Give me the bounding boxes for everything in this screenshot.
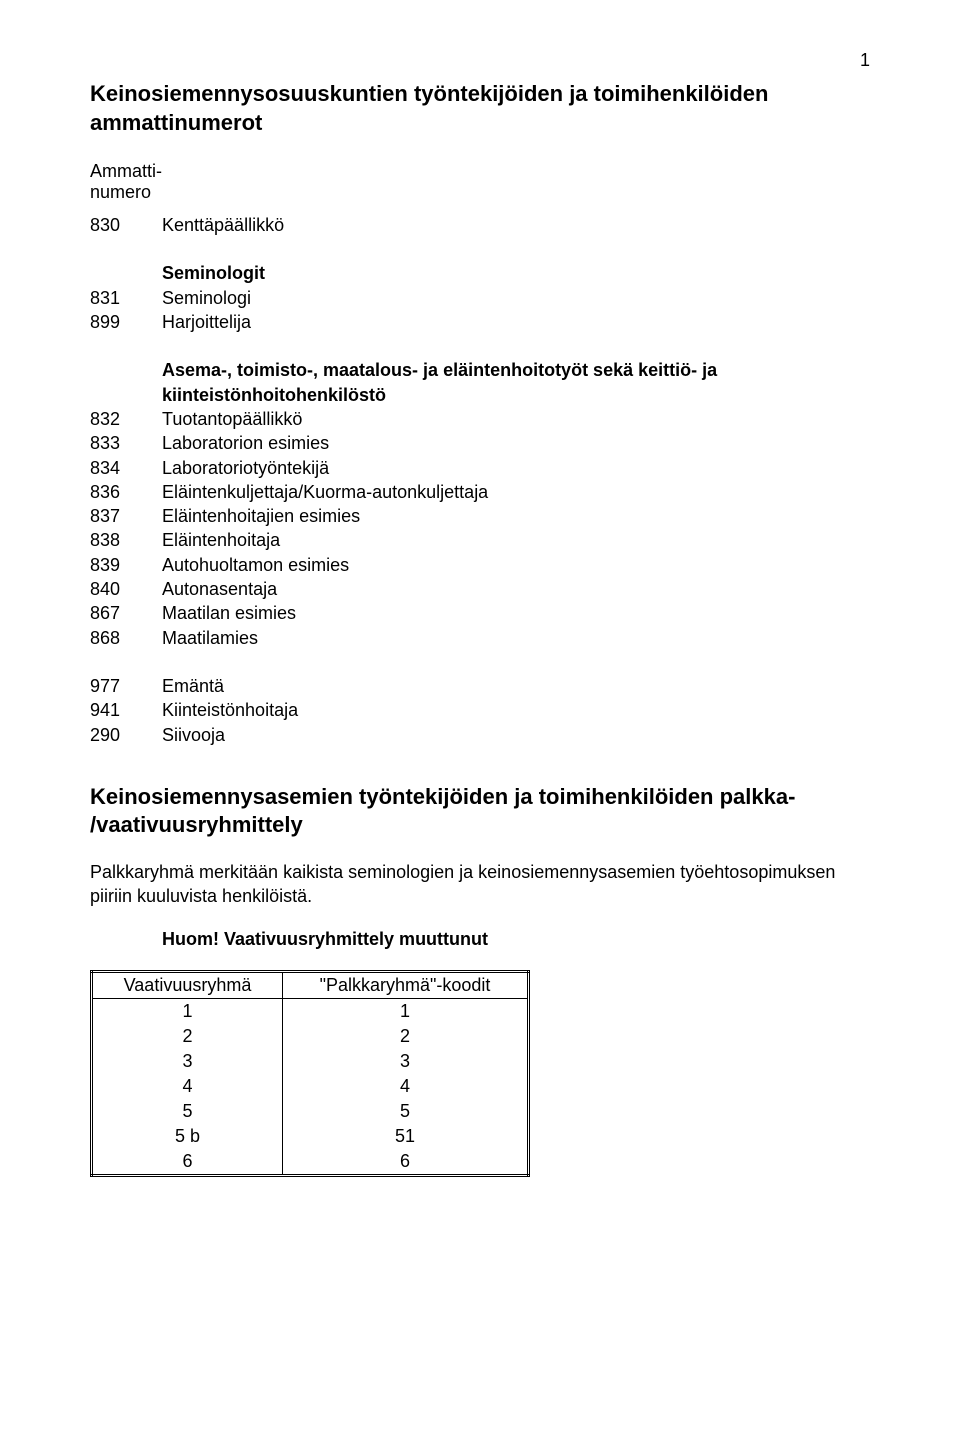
table-row: 5 b51 [92,1124,529,1149]
name: Kiinteistönhoitaja [162,698,870,722]
code: 290 [90,723,162,747]
cell: 6 [283,1149,529,1176]
name: Eläintenhoitajien esimies [162,504,870,528]
code: 941 [90,698,162,722]
page-number: 1 [860,50,870,71]
name: Laboratoriotyöntekijä [162,456,870,480]
col-header-palkkaryhma: "Palkkaryhmä"-koodit [283,971,529,998]
intro-row: 830 Kenttäpäällikkö [90,213,870,237]
page: 1 Keinosiemennysosuuskuntien työntekijöi… [0,0,960,1436]
code: 832 [90,407,162,431]
list-item: 830 Kenttäpäällikkö [90,213,870,237]
list-item: 836Eläintenkuljettaja/Kuorma-autonkuljet… [90,480,870,504]
name: Emäntä [162,674,870,698]
list-item: 833Laboratorion esimies [90,431,870,455]
cell: 51 [283,1124,529,1149]
list-item: 834Laboratoriotyöntekijä [90,456,870,480]
code: 836 [90,480,162,504]
name: Tuotantopäällikkö [162,407,870,431]
list-item: 839Autohuoltamon esimies [90,553,870,577]
cell: 1 [283,998,529,1024]
code: 830 [90,213,162,237]
list-item: 290Siivooja [90,723,870,747]
code: 839 [90,553,162,577]
ammattinumero-label: Ammatti- numero [90,161,870,203]
name: Autohuoltamon esimies [162,553,870,577]
name: Eläintenhoitaja [162,528,870,552]
name: Siivooja [162,723,870,747]
cell: 3 [283,1049,529,1074]
list-item: 899 Harjoittelija [90,310,870,334]
group2-list: 832Tuotantopäällikkö 833Laboratorion esi… [90,407,870,650]
code: 834 [90,456,162,480]
col-header-vaativuusryhma: Vaativuusryhmä [92,971,283,998]
name: Maatilan esimies [162,601,870,625]
code: 833 [90,431,162,455]
code: 831 [90,286,162,310]
group-header-seminologit: Seminologit [162,261,870,285]
name: Laboratorion esimies [162,431,870,455]
table-row: 55 [92,1099,529,1124]
code: 837 [90,504,162,528]
cell: 3 [92,1049,283,1074]
cell: 6 [92,1149,283,1176]
name: Seminologi [162,286,870,310]
list-item: 977Emäntä [90,674,870,698]
code: 840 [90,577,162,601]
section-subtitle: Keinosiemennysasemien työntekijöiden ja … [90,783,870,840]
list-item: 832Tuotantopäällikkö [90,407,870,431]
cell: 4 [92,1074,283,1099]
code: 899 [90,310,162,334]
list-item: 840Autonasentaja [90,577,870,601]
name: Maatilamies [162,626,870,650]
name: Eläintenkuljettaja/Kuorma-autonkuljettaj… [162,480,870,504]
list-item: 941Kiinteistönhoitaja [90,698,870,722]
cell: 2 [92,1024,283,1049]
cell: 5 [92,1099,283,1124]
cell: 5 [283,1099,529,1124]
cell: 4 [283,1074,529,1099]
table-header-row: Vaativuusryhmä "Palkkaryhmä"-koodit [92,971,529,998]
note: Huom! Vaativuusryhmittely muuttunut [162,929,870,950]
table-row: 44 [92,1074,529,1099]
list-item: 867Maatilan esimies [90,601,870,625]
paragraph: Palkkaryhmä merkitään kaikista seminolog… [90,860,870,909]
cell: 1 [92,998,283,1024]
group-header-asema: Asema-, toimisto-, maatalous- ja eläinte… [162,358,870,407]
group3-list: 977Emäntä 941Kiinteistönhoitaja 290Siivo… [90,674,870,747]
list-item: 837Eläintenhoitajien esimies [90,504,870,528]
list-item: 838Eläintenhoitaja [90,528,870,552]
table-row: 22 [92,1024,529,1049]
cell: 5 b [92,1124,283,1149]
vaativuusryhma-table: Vaativuusryhmä "Palkkaryhmä"-koodit 11 2… [90,970,530,1177]
code: 867 [90,601,162,625]
code: 977 [90,674,162,698]
table-row: 66 [92,1149,529,1176]
name: Autonasentaja [162,577,870,601]
code: 868 [90,626,162,650]
name: Harjoittelija [162,310,870,334]
document-title: Keinosiemennysosuuskuntien työntekijöide… [90,80,870,137]
group1-list: 831 Seminologi 899 Harjoittelija [90,286,870,335]
table-row: 11 [92,998,529,1024]
code: 838 [90,528,162,552]
list-item: 831 Seminologi [90,286,870,310]
name: Kenttäpäällikkö [162,213,870,237]
table-row: 33 [92,1049,529,1074]
list-item: 868Maatilamies [90,626,870,650]
cell: 2 [283,1024,529,1049]
